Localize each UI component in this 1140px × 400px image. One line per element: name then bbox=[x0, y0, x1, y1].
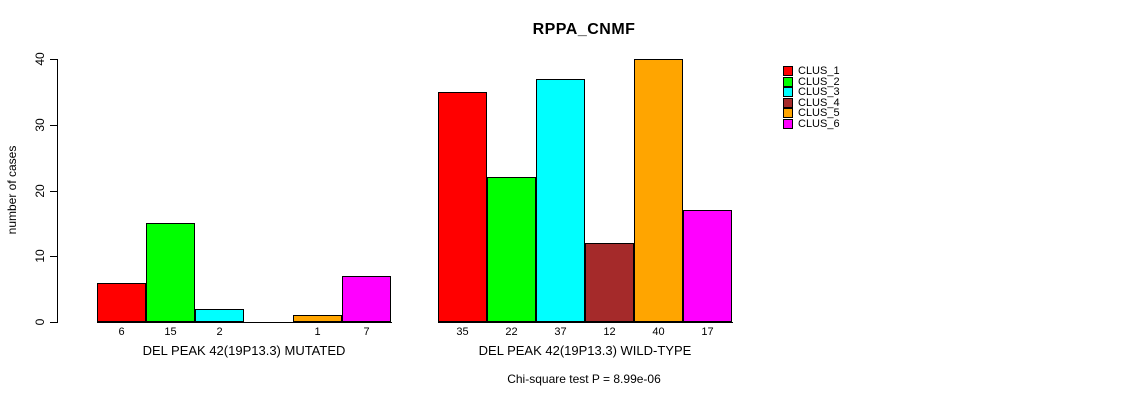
y-tick-40 bbox=[50, 59, 57, 60]
group-label-mutated: DEL PEAK 42(19P13.3) MUTATED bbox=[142, 343, 346, 358]
legend-label: CLUS_6 bbox=[798, 117, 840, 130]
y-tick-label-text: 0 bbox=[33, 318, 47, 326]
group-baseline-mutated bbox=[97, 322, 392, 323]
y-tick-label-text: 20 bbox=[33, 183, 47, 198]
bar-count-label: 1 bbox=[314, 326, 321, 338]
bar-clus_2-mutated bbox=[146, 223, 195, 322]
y-axis-line bbox=[57, 59, 58, 323]
legend-item-clus_5: CLUS_5 bbox=[783, 108, 840, 119]
legend-label: CLUS_1 bbox=[798, 65, 840, 77]
bar-count-label: 2 bbox=[216, 326, 223, 338]
legend-item-clus_3: CLUS_3 bbox=[783, 87, 840, 98]
legend-item-clus_4: CLUS_4 bbox=[783, 96, 840, 109]
bar-clus_5-mutated bbox=[293, 315, 342, 322]
legend-swatch-clus_2 bbox=[783, 76, 793, 87]
y-tick-label-text: 40 bbox=[33, 52, 47, 66]
bar-count-label: 22 bbox=[505, 326, 518, 338]
bar-count-label: 40 bbox=[652, 326, 665, 338]
bar-count-label: 7 bbox=[363, 326, 370, 338]
y-axis-title-text: number of cases bbox=[5, 145, 19, 235]
bar-count-label: 35 bbox=[456, 326, 469, 338]
legend-swatch-clus_3 bbox=[783, 87, 793, 98]
y-tick-0 bbox=[50, 322, 57, 323]
chart-title: RPPA_CNMF bbox=[532, 21, 636, 38]
legend-swatch-clus_5 bbox=[783, 108, 793, 119]
legend-swatch-clus_4 bbox=[783, 97, 793, 108]
y-tick-20 bbox=[50, 190, 57, 192]
bar-clus_5-wild-type bbox=[634, 59, 683, 322]
bar-count-label: 6 bbox=[118, 326, 125, 338]
legend-label: CLUS_2 bbox=[798, 75, 840, 88]
y-tick-10 bbox=[50, 256, 57, 258]
bar-clus_3-mutated bbox=[195, 309, 244, 322]
bar-count-label: 15 bbox=[164, 326, 177, 338]
group-label-wild-type: DEL PEAK 42(19P13.3) WILD-TYPE bbox=[478, 343, 692, 358]
y-tick-label-text: 30 bbox=[33, 118, 47, 132]
legend-item-clus_2: CLUS_2 bbox=[783, 75, 840, 88]
legend-label: CLUS_3 bbox=[798, 86, 840, 98]
bar-clus_1-wild-type bbox=[438, 92, 487, 322]
y-tick-label-text: 10 bbox=[33, 249, 47, 263]
legend: CLUS_1 CLUS_2 CLUS_3 CLUS_4 CLUS_5 CLUS_6 bbox=[783, 66, 840, 129]
bar-clus_4-wild-type bbox=[585, 243, 634, 322]
chi-square-annotation: Chi-square test P = 8.99e-06 bbox=[507, 372, 661, 386]
legend-label: CLUS_5 bbox=[798, 107, 840, 119]
legend-item-clus_6: CLUS_6 bbox=[783, 117, 840, 130]
bar-count-label: 12 bbox=[603, 326, 616, 338]
legend-swatch-clus_1 bbox=[783, 66, 793, 77]
bar-clus_2-wild-type bbox=[487, 177, 536, 322]
y-tick-30 bbox=[50, 124, 57, 126]
bar-clus_1-mutated bbox=[97, 283, 146, 322]
group-baseline-wild-type bbox=[438, 322, 733, 323]
bar-clus_3-wild-type bbox=[536, 79, 585, 322]
bar-clus_6-mutated bbox=[342, 276, 391, 322]
legend-swatch-clus_6 bbox=[783, 118, 793, 129]
bar-count-label: 17 bbox=[701, 326, 714, 338]
bar-count-label: 37 bbox=[554, 326, 567, 338]
legend-item-clus_1: CLUS_1 bbox=[783, 66, 840, 77]
bar-clus_6-wild-type bbox=[683, 210, 732, 322]
legend-label: CLUS_4 bbox=[798, 96, 840, 109]
